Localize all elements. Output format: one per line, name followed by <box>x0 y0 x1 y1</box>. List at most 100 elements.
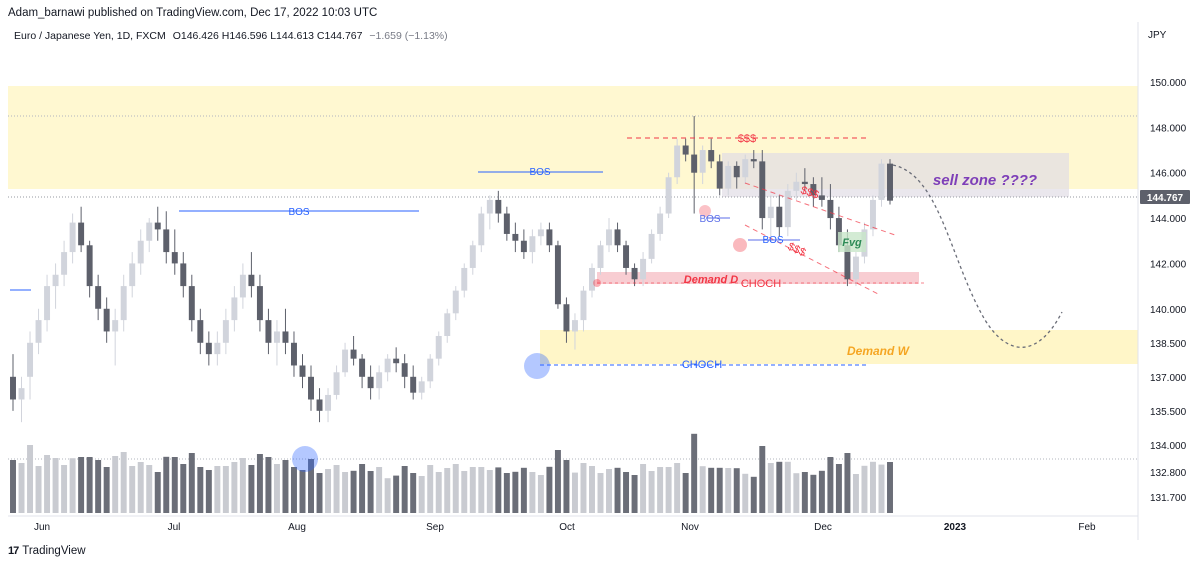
price-tick-label: 138.500 <box>1150 339 1187 350</box>
candle-body <box>801 181 808 185</box>
volume-bar <box>750 476 757 513</box>
demand-w-zone <box>540 330 1138 364</box>
volume-bar <box>273 464 280 513</box>
candle-body <box>674 145 681 178</box>
currency-label: JPY <box>1148 30 1167 41</box>
candle-body <box>887 163 893 201</box>
choch-label-red: CHOCH <box>741 278 781 290</box>
candle-body <box>725 165 732 189</box>
volume-bar <box>503 473 510 513</box>
candle-body <box>478 213 485 246</box>
volume-bar <box>674 463 681 513</box>
candle-body <box>835 218 842 246</box>
time-tick-label: Dec <box>814 522 832 533</box>
candle-body <box>614 229 621 246</box>
volume-bar <box>571 472 578 513</box>
volume-bar <box>112 456 119 513</box>
volume-bar <box>137 462 144 513</box>
time-tick-label: Jun <box>34 522 50 533</box>
candle-body <box>359 358 366 377</box>
candle-body <box>606 229 612 246</box>
volume-bar <box>359 464 366 513</box>
volume-bar <box>495 467 502 513</box>
price-axis[interactable]: 150.000 148.000 146.000 144.000 142.000 140.0… <box>1150 78 1187 504</box>
liquidity-label-2: $$$ <box>799 184 820 201</box>
volume-bar <box>699 466 706 513</box>
candle-body <box>27 342 34 377</box>
liquidity-label-1: $$$ <box>738 133 756 145</box>
candle-body <box>818 195 825 200</box>
volume-bar <box>69 458 76 513</box>
time-axis[interactable]: Jun Jul Aug Sep Oct Nov Dec 2023 Feb <box>34 522 1096 533</box>
candle-body <box>78 222 85 246</box>
volume-marker <box>292 446 318 472</box>
price-tick-label: 135.500 <box>1150 407 1187 418</box>
volume-bar <box>725 468 732 513</box>
demand-d-zone <box>597 272 919 284</box>
symbol-name[interactable]: Euro / Japanese Yen, 1D, FXCM <box>14 30 166 42</box>
candle-body <box>18 388 25 400</box>
volume-bar <box>418 476 425 513</box>
candle-body <box>282 331 289 343</box>
volume-bar <box>197 467 204 513</box>
candle-body <box>52 274 59 287</box>
volume-bar <box>878 464 885 513</box>
volume-bar <box>623 472 630 513</box>
volume-bar <box>461 471 468 513</box>
candle-body <box>222 320 229 343</box>
volume-bar <box>171 457 178 513</box>
candle-body <box>95 286 102 309</box>
volume-bar <box>478 467 485 513</box>
volume-bar <box>614 467 621 513</box>
volume-bar <box>95 460 102 513</box>
volume-bar <box>665 467 672 513</box>
volume-bar <box>86 457 93 513</box>
time-tick-label: Oct <box>559 522 575 533</box>
tradingview-brand[interactable]: 17 TradingView <box>8 545 86 557</box>
volume-bar <box>759 446 766 513</box>
volume-bar <box>869 461 876 513</box>
volume-bar <box>784 461 791 513</box>
volume-bar <box>154 472 161 513</box>
candle-body <box>597 245 604 268</box>
bos-label-2: BOS <box>529 167 550 178</box>
time-tick-label: Aug <box>288 522 306 533</box>
volume-bars <box>10 433 893 513</box>
candle-body <box>205 342 212 355</box>
volume-bar <box>239 458 246 513</box>
volume-bar <box>350 470 357 513</box>
volume-bar <box>256 454 263 513</box>
price-chart[interactable]: BOS BOS BOS BOS $$$ $$$ $$$ Demand D CHO… <box>0 0 1200 540</box>
candle-body <box>291 342 297 366</box>
candle-body <box>878 163 885 200</box>
candle-body <box>256 286 263 321</box>
volume-bar <box>520 467 527 513</box>
candle-body <box>563 304 570 332</box>
volume-bar <box>512 471 519 513</box>
candle-body <box>699 150 706 173</box>
fvg-label: Fvg <box>842 237 862 249</box>
open-value: O146.426 <box>172 30 219 42</box>
candle-body <box>776 206 783 228</box>
bos-label-4: BOS <box>762 235 783 246</box>
candle-body <box>367 376 374 389</box>
volume-bar <box>78 457 85 513</box>
candle-body <box>580 290 587 321</box>
candle-body <box>852 256 859 280</box>
volume-bar <box>410 473 417 513</box>
candle-body <box>163 229 170 253</box>
change-value: −1.659 (−1.13%) <box>369 30 448 42</box>
candle-body <box>733 165 740 178</box>
candle-body <box>810 184 817 196</box>
volume-bar <box>299 470 306 513</box>
volume-bar <box>27 445 34 513</box>
volume-bar <box>435 472 442 513</box>
candle-body <box>503 213 510 234</box>
candle-body <box>452 290 459 314</box>
time-tick-label: Nov <box>681 522 699 533</box>
volume-bar <box>486 470 493 513</box>
candle-body <box>129 263 136 287</box>
volume-bar <box>35 466 42 513</box>
volume-bar <box>265 457 272 513</box>
price-tick-label: 148.000 <box>1150 123 1187 134</box>
